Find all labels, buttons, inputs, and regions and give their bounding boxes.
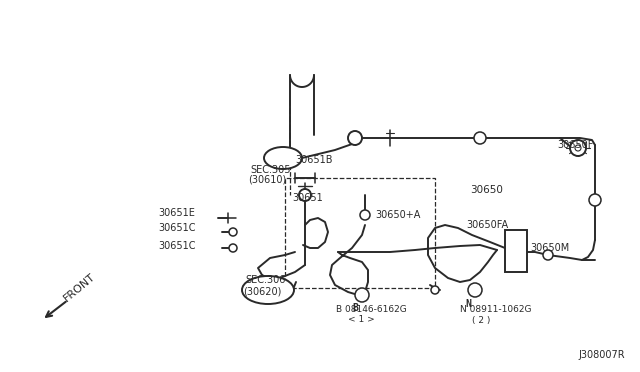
- Text: FRONT: FRONT: [62, 272, 97, 304]
- Circle shape: [348, 131, 362, 145]
- Text: 30651B: 30651B: [295, 155, 333, 165]
- Bar: [285, 178, 435, 288]
- Circle shape: [229, 228, 237, 236]
- Circle shape: [229, 244, 237, 252]
- Text: N 08911-1062G: N 08911-1062G: [460, 305, 531, 314]
- Text: SEC.305: SEC.305: [250, 165, 291, 175]
- Text: 30651C: 30651C: [158, 241, 195, 251]
- Circle shape: [360, 210, 370, 220]
- Circle shape: [299, 189, 311, 201]
- Text: SEC.306: SEC.306: [245, 275, 285, 285]
- Text: 30650F: 30650F: [557, 140, 593, 150]
- Circle shape: [570, 140, 586, 156]
- Bar: [505, 230, 527, 272]
- Text: (30610): (30610): [248, 175, 286, 185]
- Text: B: B: [352, 303, 358, 313]
- Circle shape: [355, 288, 369, 302]
- Ellipse shape: [242, 276, 294, 304]
- Text: 30650: 30650: [470, 185, 503, 195]
- Text: ( 2 ): ( 2 ): [472, 315, 490, 324]
- Text: 30651: 30651: [292, 193, 323, 203]
- Text: (30620): (30620): [243, 286, 282, 296]
- Circle shape: [474, 132, 486, 144]
- Ellipse shape: [264, 147, 302, 169]
- Circle shape: [431, 286, 439, 294]
- Text: B 08146-6162G: B 08146-6162G: [336, 305, 407, 314]
- Circle shape: [543, 250, 553, 260]
- Text: N: N: [465, 299, 471, 309]
- Circle shape: [575, 145, 581, 151]
- Text: < 1 >: < 1 >: [348, 315, 375, 324]
- Circle shape: [468, 283, 482, 297]
- Text: J308007R: J308007R: [579, 350, 625, 360]
- Text: 30650M: 30650M: [530, 243, 569, 253]
- Text: 30650FA: 30650FA: [466, 220, 508, 230]
- Text: 30650+A: 30650+A: [375, 210, 420, 220]
- Text: 30651C: 30651C: [158, 223, 195, 233]
- Circle shape: [589, 194, 601, 206]
- Text: 30651E: 30651E: [158, 208, 195, 218]
